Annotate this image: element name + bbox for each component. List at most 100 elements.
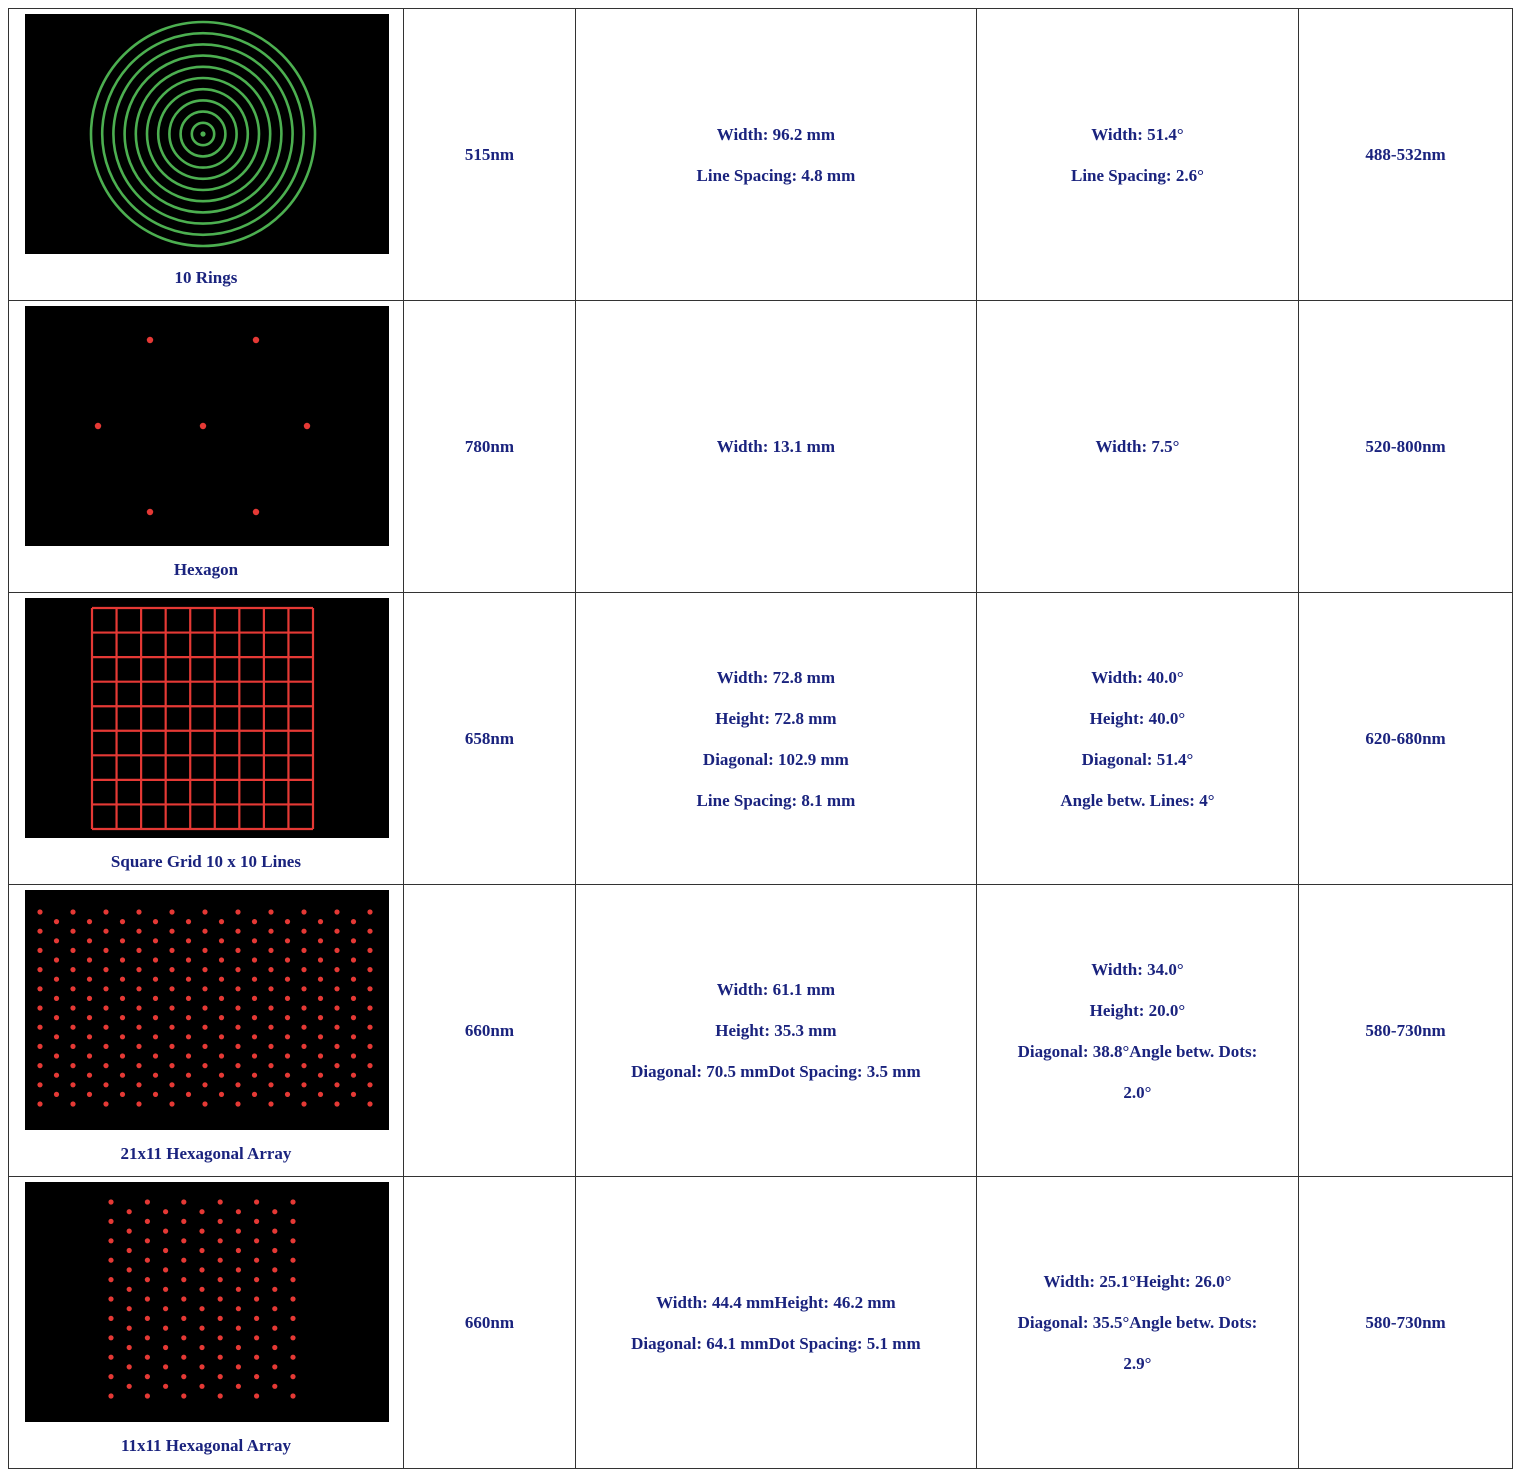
dimension-line: Width: 72.8 mm <box>716 667 835 687</box>
laser-dot <box>268 1082 274 1088</box>
laser-dot <box>268 928 274 934</box>
laser-dot <box>301 1063 307 1069</box>
laser-dot <box>126 1306 132 1312</box>
laser-dot <box>163 1306 169 1312</box>
laser-dot <box>136 947 142 953</box>
laser-dot <box>70 909 76 915</box>
laser-dot <box>199 1306 205 1312</box>
laser-dot <box>199 1364 205 1370</box>
laser-dot <box>53 995 60 1001</box>
laser-dot <box>108 1315 114 1321</box>
laser-dot <box>268 1101 274 1107</box>
laser-dot <box>251 957 258 963</box>
angle-line: Width: 7.5° <box>1095 437 1180 456</box>
laser-dot <box>334 1005 340 1011</box>
laser-dot <box>136 1024 142 1030</box>
laser-dot <box>70 1101 76 1107</box>
laser-dot <box>350 1034 357 1040</box>
laser-dot <box>108 1199 114 1205</box>
pattern-cell: 11x11 Hexagonal Array <box>8 1176 404 1469</box>
laser-dot <box>53 1034 60 1040</box>
laser-dot <box>119 1072 126 1078</box>
angles-cell: Width: 34.0° Height: 20.0° Diagonal: 38.… <box>975 884 1300 1177</box>
pattern-image-hex-array-11x11 <box>25 1182 389 1422</box>
laser-dot <box>53 976 60 982</box>
range-cell: 488-532nm <box>1298 8 1513 301</box>
laser-dot <box>126 1228 132 1234</box>
laser-dot <box>284 995 291 1001</box>
laser-dot <box>350 1053 357 1059</box>
laser-dot <box>317 1034 324 1040</box>
laser-dot <box>367 1024 373 1030</box>
laser-dot <box>235 1325 241 1331</box>
laser-dot <box>251 995 258 1001</box>
laser-dot <box>202 909 208 915</box>
laser-dot <box>126 1383 132 1389</box>
laser-dot <box>108 1277 114 1283</box>
laser-dot <box>251 938 258 944</box>
range-cell: 520-800nm <box>1298 300 1513 593</box>
laser-dot <box>126 1344 132 1351</box>
laser-dot <box>217 1199 223 1205</box>
laser-dot <box>152 1015 159 1021</box>
laser-dot <box>202 967 208 973</box>
laser-dot <box>272 1247 278 1254</box>
laser-dot <box>152 976 159 982</box>
laser-dot <box>169 1101 175 1107</box>
angle-line: Angle betw. Lines: 4° <box>1060 790 1215 810</box>
laser-dot <box>272 1383 278 1389</box>
laser-dot <box>108 1296 114 1302</box>
laser-dot <box>103 928 109 934</box>
laser-ring <box>168 99 238 169</box>
pattern-name: 21x11 Hexagonal Array <box>120 1144 292 1163</box>
laser-dot <box>202 928 208 934</box>
laser-dot <box>103 1063 109 1069</box>
dimension-line: Diagonal: 70.5 mmDot Spacing: 3.5 mm <box>631 1062 921 1081</box>
table-row: Square Grid 10 x 10 Lines 658nm Width: 7… <box>8 592 1513 885</box>
laser-dot <box>70 986 76 992</box>
dimensions-cell: Width: 72.8 mm Height: 72.8 mm Diagonal:… <box>575 592 977 885</box>
laser-dot <box>235 986 241 992</box>
laser-dot <box>254 1296 260 1302</box>
laser-dot <box>272 1306 278 1312</box>
wavelength-cell: 658nm <box>402 592 577 885</box>
laser-dot <box>301 1024 307 1030</box>
laser-dot <box>235 1306 241 1312</box>
laser-dot <box>251 976 258 982</box>
laser-dot <box>126 1209 132 1215</box>
laser-dot <box>144 1218 150 1224</box>
laser-dot <box>152 938 159 944</box>
laser-dot <box>108 1218 114 1224</box>
laser-ring <box>145 76 261 192</box>
laser-dot <box>367 928 373 934</box>
laser-dot <box>367 1082 373 1088</box>
laser-dot <box>301 967 307 973</box>
laser-dot <box>317 1015 324 1021</box>
laser-dot <box>317 1091 324 1097</box>
laser-dot <box>301 1082 307 1088</box>
laser-dot <box>254 1218 260 1224</box>
laser-dot <box>317 957 324 963</box>
pattern-name: Hexagon <box>173 560 239 579</box>
laser-dot <box>199 1247 205 1254</box>
laser-dot <box>290 1393 296 1399</box>
laser-dot <box>290 1354 296 1360</box>
laser-dot <box>251 919 258 925</box>
angle-line: Height: 40.0° <box>1089 708 1186 728</box>
laser-dot <box>251 1015 258 1021</box>
laser-dot <box>199 1286 205 1292</box>
laser-dot <box>301 947 307 953</box>
laser-dot <box>284 1034 291 1040</box>
laser-dot <box>37 928 43 934</box>
laser-dot <box>290 1199 296 1205</box>
laser-dot <box>126 1247 132 1254</box>
laser-dot <box>202 1063 208 1069</box>
laser-dot <box>169 986 175 992</box>
laser-dot <box>268 909 274 915</box>
laser-ring <box>123 54 283 214</box>
laser-dot <box>146 508 154 516</box>
laser-dot <box>334 1043 340 1049</box>
angle-line: Diagonal: 51.4° <box>1081 749 1194 769</box>
wavelength: 780nm <box>464 437 515 456</box>
laser-dot <box>202 1005 208 1011</box>
